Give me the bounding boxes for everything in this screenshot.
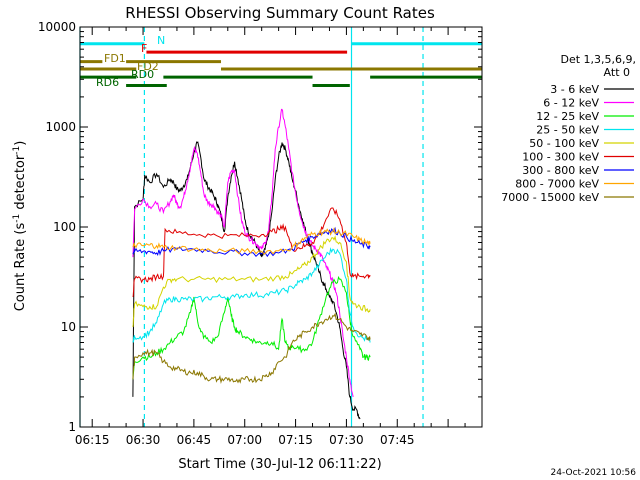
flag-label-rd0: RD0: [131, 68, 154, 81]
y-axis-label-sup2: -1: [12, 146, 22, 155]
x-axis-ticks: 06:15 06:30 06:45 07:00 07:15 07:30 07:45: [75, 27, 466, 447]
series-line-3-6-kev: [132, 141, 361, 420]
legend-label-100-300-kev: 100 - 300 keV: [522, 151, 599, 164]
x-tick-label: 07:30: [329, 433, 364, 447]
x-axis-label: Start Time (30-Jul-12 06:11:22): [178, 457, 381, 472]
y-tick-label: 10000: [38, 20, 76, 34]
y-axis-label-sup1: -1: [12, 214, 22, 223]
y-tick-label: 10: [61, 320, 76, 334]
legend-label-300-800-kev: 300 - 800 keV: [522, 164, 599, 177]
y-tick-label: 1000: [45, 120, 76, 134]
legend-label-50-100-kev: 50 - 100 keV: [529, 137, 599, 150]
y-tick-label: 1: [68, 420, 76, 434]
flag-labels: N F FD1 FD2 RD0 RD6: [96, 34, 165, 89]
legend-label-12-25-kev: 12 - 25 keV: [536, 110, 599, 123]
legend-label-6-12-kev: 6 - 12 keV: [543, 97, 599, 110]
y-axis-label: Count Rate (s-1 detector-1): [12, 141, 28, 312]
x-tick-label: 06:15: [75, 433, 110, 447]
series-line-6-12-kev: [132, 108, 354, 398]
series-line-800-7000-kev: [132, 226, 371, 255]
flag-label-fd2: FD2: [137, 60, 159, 73]
series-line-50-100-kev: [132, 235, 371, 328]
chart-title: RHESSI Observing Summary Count Rates: [125, 4, 435, 22]
x-tick-label: 06:30: [126, 433, 161, 447]
timestamp: 24-Oct-2021 10:56: [551, 468, 637, 478]
y-tick-label: 100: [53, 220, 76, 234]
series-line-300-800-kev: [132, 226, 371, 258]
series-line-7000-15000-kev: [132, 312, 371, 384]
legend-label-7000-15000-kev: 7000 - 15000 keV: [501, 191, 599, 204]
flag-bars: [80, 42, 482, 88]
legend-label-800-7000-kev: 800 - 7000 keV: [515, 178, 599, 191]
legend-label-3-6-kev: 3 - 6 keV: [550, 83, 599, 96]
legend-header-1: Det 1,3,5,6,9,: [560, 53, 636, 66]
series-line-100-300-kev: [132, 207, 371, 298]
y-axis-label-end: ): [13, 141, 28, 146]
flag-label-n: N: [157, 34, 165, 47]
series-line-12-25-kev: [132, 275, 371, 380]
series-lines: [132, 108, 371, 420]
flag-label-fd1: FD1: [104, 52, 126, 65]
x-tick-label: 07:15: [278, 433, 313, 447]
legend-label-25-50-kev: 25 - 50 keV: [536, 124, 599, 137]
x-tick-label: 06:45: [177, 433, 212, 447]
y-axis-ticks: 1 10 100 1000 10000: [38, 20, 482, 434]
y-axis-label-main: Count Rate (s: [13, 223, 28, 312]
flag-label-f: F: [141, 42, 147, 55]
x-tick-label: 07:00: [227, 433, 262, 447]
legend-header-2: Att 0: [604, 66, 630, 79]
x-tick-label: 07:45: [380, 433, 415, 447]
series-line-25-50-kev: [132, 247, 371, 343]
flag-label-rd6: RD6: [96, 76, 119, 89]
y-axis-label-mid: detector: [13, 154, 28, 214]
